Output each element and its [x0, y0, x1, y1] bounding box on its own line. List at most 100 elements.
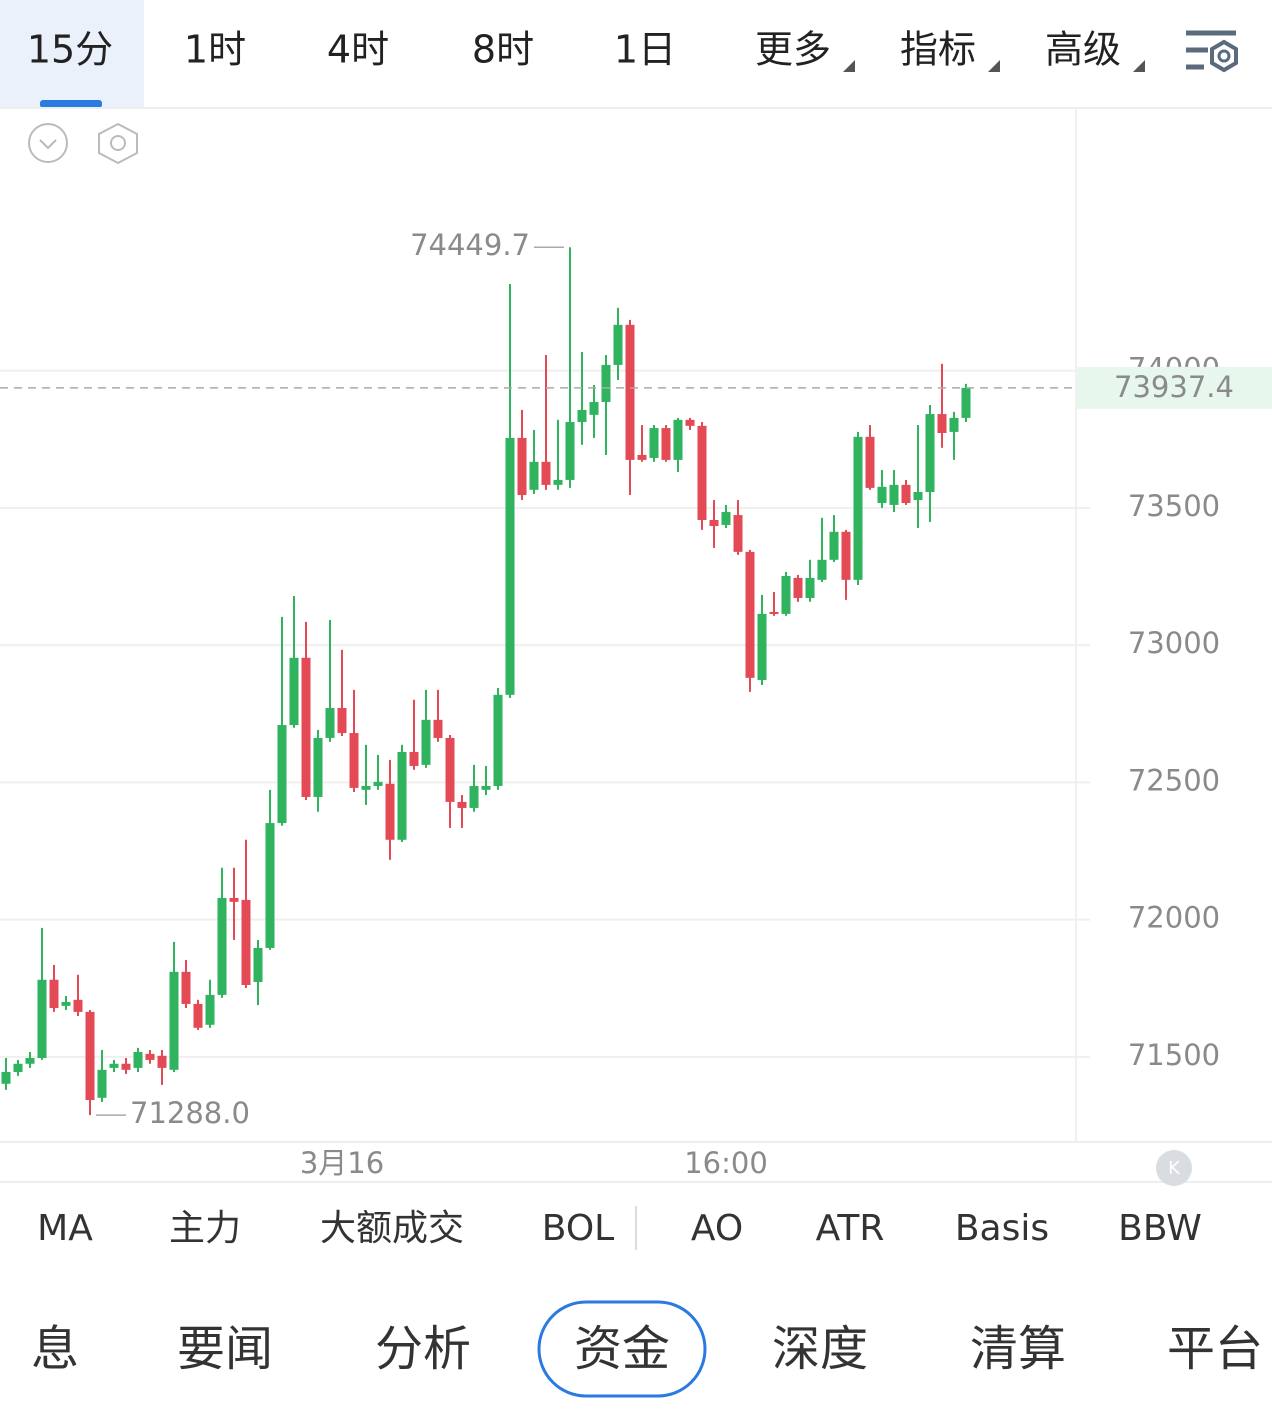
dropdown-tab[interactable]: 指标: [900, 28, 976, 72]
candle-body: [409, 751, 419, 766]
candle-body: [85, 1011, 95, 1101]
candle-body: [589, 401, 599, 415]
last-price-label: 73937.4: [1114, 370, 1234, 404]
candle-body: [553, 479, 563, 485]
candle-body: [217, 897, 227, 995]
candle-body: [913, 492, 923, 500]
candle-body: [325, 708, 335, 738]
dropdown-arrow: [988, 60, 1000, 72]
candle-body: [301, 657, 311, 797]
y-tick-label: 71500: [1128, 1038, 1220, 1072]
candle-body: [793, 577, 803, 598]
candle-body: [205, 994, 215, 1025]
candle-body: [853, 436, 863, 580]
settings-icon[interactable]: [1186, 30, 1238, 73]
timeframe-tab[interactable]: 1时: [184, 28, 246, 72]
candle-body: [313, 737, 323, 797]
candle-body: [349, 733, 359, 788]
candle-body: [145, 1053, 155, 1060]
candle-body: [229, 897, 239, 902]
candle-body: [97, 1069, 107, 1098]
candle-body: [661, 428, 671, 460]
dropdown-arrow: [1133, 60, 1145, 72]
candle-body: [25, 1058, 35, 1064]
candle-body: [613, 324, 623, 365]
candle-body: [337, 708, 347, 734]
dropdown-tab[interactable]: 高级: [1045, 28, 1121, 72]
candle-body: [49, 979, 59, 1009]
candle-body: [61, 1002, 71, 1006]
candle-body: [649, 428, 659, 458]
timeframe-tab[interactable]: 1日: [614, 28, 676, 72]
indicator-tab[interactable]: Basis: [955, 1208, 1049, 1249]
timeframe-tab[interactable]: 15分: [27, 28, 113, 72]
candle-body: [877, 486, 887, 503]
candle-body: [181, 971, 191, 1004]
chart-settings-icon[interactable]: [98, 122, 138, 165]
candle-body: [769, 611, 779, 614]
indicator-tab[interactable]: MA: [37, 1208, 93, 1249]
bottom-tab[interactable]: 分析: [375, 1321, 471, 1377]
bottom-tab[interactable]: 要闻: [177, 1321, 273, 1377]
indicator-tab[interactable]: 大额成交: [320, 1208, 464, 1249]
bottom-tab[interactable]: 息: [31, 1321, 79, 1377]
candle-body: [265, 823, 275, 948]
candle-body: [901, 484, 911, 503]
candle-body: [889, 484, 899, 505]
dropdown-tab[interactable]: 更多: [755, 28, 831, 72]
candle-body: [865, 436, 875, 488]
candle-body: [241, 899, 251, 985]
dropdown-arrow: [843, 60, 855, 72]
candle-body: [373, 781, 383, 786]
timeframe-tab[interactable]: 4时: [327, 28, 389, 72]
candle-body: [481, 785, 491, 790]
collapse-icon[interactable]: [28, 123, 68, 163]
candle-body: [157, 1055, 167, 1068]
candle-body: [13, 1063, 23, 1073]
indicator-tab[interactable]: AO: [691, 1208, 743, 1249]
candle-body: [517, 437, 527, 496]
candle-body: [577, 409, 587, 423]
candle-body: [817, 559, 827, 580]
selected-tab-indicator: [40, 100, 102, 108]
candle-body: [781, 576, 791, 614]
candle-body: [37, 979, 47, 1059]
scroll-end-button[interactable]: [1156, 1150, 1192, 1186]
candle-body: [433, 719, 443, 738]
candle-body: [121, 1063, 131, 1070]
candle-body: [133, 1051, 143, 1068]
candle-body: [253, 947, 263, 982]
candle-body: [469, 785, 479, 808]
candle-body: [697, 425, 707, 521]
candle-body: [73, 999, 83, 1012]
bottom-tab[interactable]: 深度: [772, 1321, 868, 1377]
indicator-tab[interactable]: ATR: [816, 1208, 885, 1249]
high-label: 74449.7: [410, 228, 530, 262]
candle-body: [169, 971, 179, 1070]
candle-body: [541, 461, 551, 485]
candle-body: [709, 520, 719, 527]
y-tick-label: 73500: [1128, 489, 1220, 523]
candle-body: [361, 785, 371, 790]
y-tick-label: 72500: [1128, 763, 1220, 797]
bottom-tab[interactable]: 清算: [970, 1321, 1066, 1377]
last-price-box: [1076, 366, 1272, 409]
candle-body: [925, 414, 935, 493]
bottom-tab[interactable]: 平台: [1167, 1321, 1263, 1377]
candle-body: [805, 577, 815, 598]
candle-body: [949, 417, 959, 432]
candle-body: [289, 657, 299, 726]
indicator-tab[interactable]: 主力: [169, 1208, 241, 1249]
candle-body: [565, 422, 575, 480]
bottom-tab[interactable]: 资金: [574, 1321, 670, 1377]
selected-bottom-tab: [537, 1300, 707, 1398]
candle-body: [733, 515, 743, 552]
timeframe-tab[interactable]: 8时: [472, 28, 534, 72]
indicator-tab[interactable]: BOL: [542, 1208, 614, 1249]
candle-body: [637, 454, 647, 460]
candle-body: [601, 364, 611, 402]
indicator-tab[interactable]: BBW: [1118, 1208, 1202, 1249]
candle-body: [745, 551, 755, 678]
candle-body: [109, 1063, 119, 1068]
